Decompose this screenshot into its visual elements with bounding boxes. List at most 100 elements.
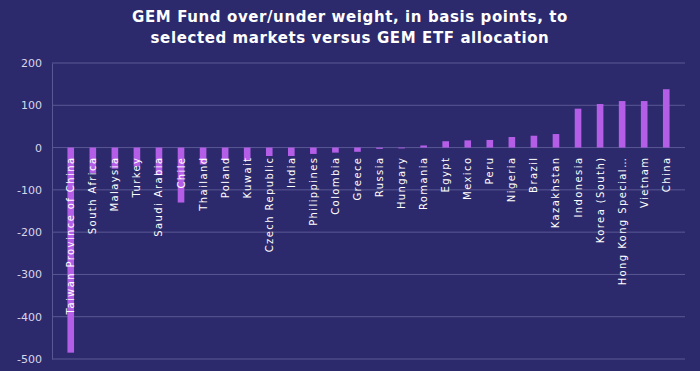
bar — [398, 147, 405, 149]
tick: Czech Republic — [264, 148, 275, 253]
tick: -300 — [17, 268, 52, 281]
tick: Kazakhstan — [550, 148, 561, 229]
tick: -400 — [17, 311, 52, 324]
category-label: Vietnam — [639, 157, 650, 208]
tick: 200 — [21, 57, 52, 70]
bar — [663, 89, 670, 147]
tick: Saudi Arabia — [153, 148, 164, 237]
tick: Poland — [220, 148, 231, 199]
tick-label: -400 — [17, 311, 42, 324]
bar — [310, 148, 317, 154]
category-label: Korea (South) — [595, 157, 606, 244]
tick: Chile — [176, 148, 187, 189]
tick-label: 200 — [21, 57, 42, 70]
category-label: Turkey — [131, 157, 142, 199]
tick: Philippines — [308, 148, 319, 226]
x-axis: Taiwan Province of China South Africa Mala… — [65, 148, 672, 316]
tick: Korea (South) — [595, 148, 606, 244]
bar — [266, 148, 273, 156]
bar — [531, 136, 538, 148]
title: GEM Fund over/under weight, in basis poi… — [132, 8, 568, 26]
bar — [464, 140, 471, 147]
category-label: China — [661, 157, 672, 193]
category-label: Peru — [484, 157, 495, 185]
grid-line — [52, 274, 685, 275]
category-label: Poland — [220, 157, 231, 199]
category-label: Kazakhstan — [550, 157, 561, 229]
tick: 100 — [21, 99, 52, 112]
category-label: Philippines — [308, 157, 319, 226]
category-label: Saudi Arabia — [153, 157, 164, 237]
tick-label: -500 — [17, 353, 42, 366]
tick: -100 — [17, 184, 52, 197]
tick: Taiwan Province of China — [65, 148, 76, 316]
bar — [509, 137, 516, 148]
bars — [67, 89, 669, 352]
category-label: Czech Republic — [264, 157, 275, 253]
tick: Malaysia — [109, 148, 120, 212]
category-label: Mexico — [462, 157, 473, 200]
tick: Thailand — [198, 148, 209, 212]
category-label: Thailand — [198, 157, 209, 212]
category-label: Russia — [374, 157, 385, 198]
grid-line — [52, 147, 685, 148]
tick: Russia — [374, 148, 385, 198]
grid-line — [52, 105, 685, 106]
background — [0, 0, 700, 371]
tick: South Africa — [87, 148, 98, 235]
tick: Brazil — [528, 148, 539, 193]
bar — [288, 148, 295, 156]
tick: India — [286, 148, 297, 189]
category-label: Indonesia — [573, 157, 584, 218]
category-label: Greece — [352, 157, 363, 201]
grid — [52, 63, 685, 359]
grid-line — [52, 316, 685, 317]
category-label: Chile — [176, 157, 187, 189]
bar — [354, 148, 361, 152]
tick: 0 — [35, 142, 52, 155]
tick: Nigeria — [506, 148, 517, 203]
category-label: Taiwan Province of China — [65, 157, 76, 316]
tick: China — [661, 148, 672, 193]
bar — [641, 101, 648, 148]
tick: Hungary — [396, 148, 407, 210]
tick: -200 — [17, 226, 52, 239]
bar — [420, 145, 427, 147]
category-label: Egypt — [440, 157, 451, 193]
tick: Romania — [418, 148, 429, 211]
tick: Turkey — [131, 148, 142, 199]
y-axis: -500 -400 -300 -200 -100 0 100 200 — [17, 57, 52, 366]
category-label: South Africa — [87, 157, 98, 235]
category-label: Hong Kong Special… — [617, 157, 628, 286]
tick: Indonesia — [573, 148, 584, 218]
category-label: Colombia — [330, 157, 341, 215]
tick-label: 100 — [21, 99, 42, 112]
tick: -500 — [17, 353, 52, 366]
category-label: Malaysia — [109, 157, 120, 212]
grid-line — [52, 189, 685, 190]
bar — [442, 141, 449, 147]
tick: Peru — [484, 148, 495, 185]
tick: Mexico — [462, 148, 473, 200]
tick-label: 0 — [35, 142, 42, 155]
category-label: Nigeria — [506, 157, 517, 203]
tick: Vietnam — [639, 148, 650, 208]
bar — [619, 101, 626, 148]
tick: Colombia — [330, 148, 341, 215]
bar — [486, 140, 493, 148]
category-label: Kuwait — [242, 157, 253, 199]
bar — [575, 109, 582, 148]
tick: Hong Kong Special… — [617, 148, 628, 286]
tick-label: -100 — [17, 184, 42, 197]
category-label: Hungary — [396, 157, 407, 210]
tick-label: -300 — [17, 268, 42, 281]
grid-line — [52, 359, 685, 360]
tick: Egypt — [440, 148, 451, 193]
tick: Greece — [352, 148, 363, 201]
category-label: Romania — [418, 157, 429, 211]
title: selected markets versus GEM ETF allocati… — [151, 29, 550, 47]
tick: Kuwait — [242, 148, 253, 199]
bar — [376, 148, 383, 149]
category-label: Brazil — [528, 157, 539, 193]
bar — [597, 104, 604, 148]
